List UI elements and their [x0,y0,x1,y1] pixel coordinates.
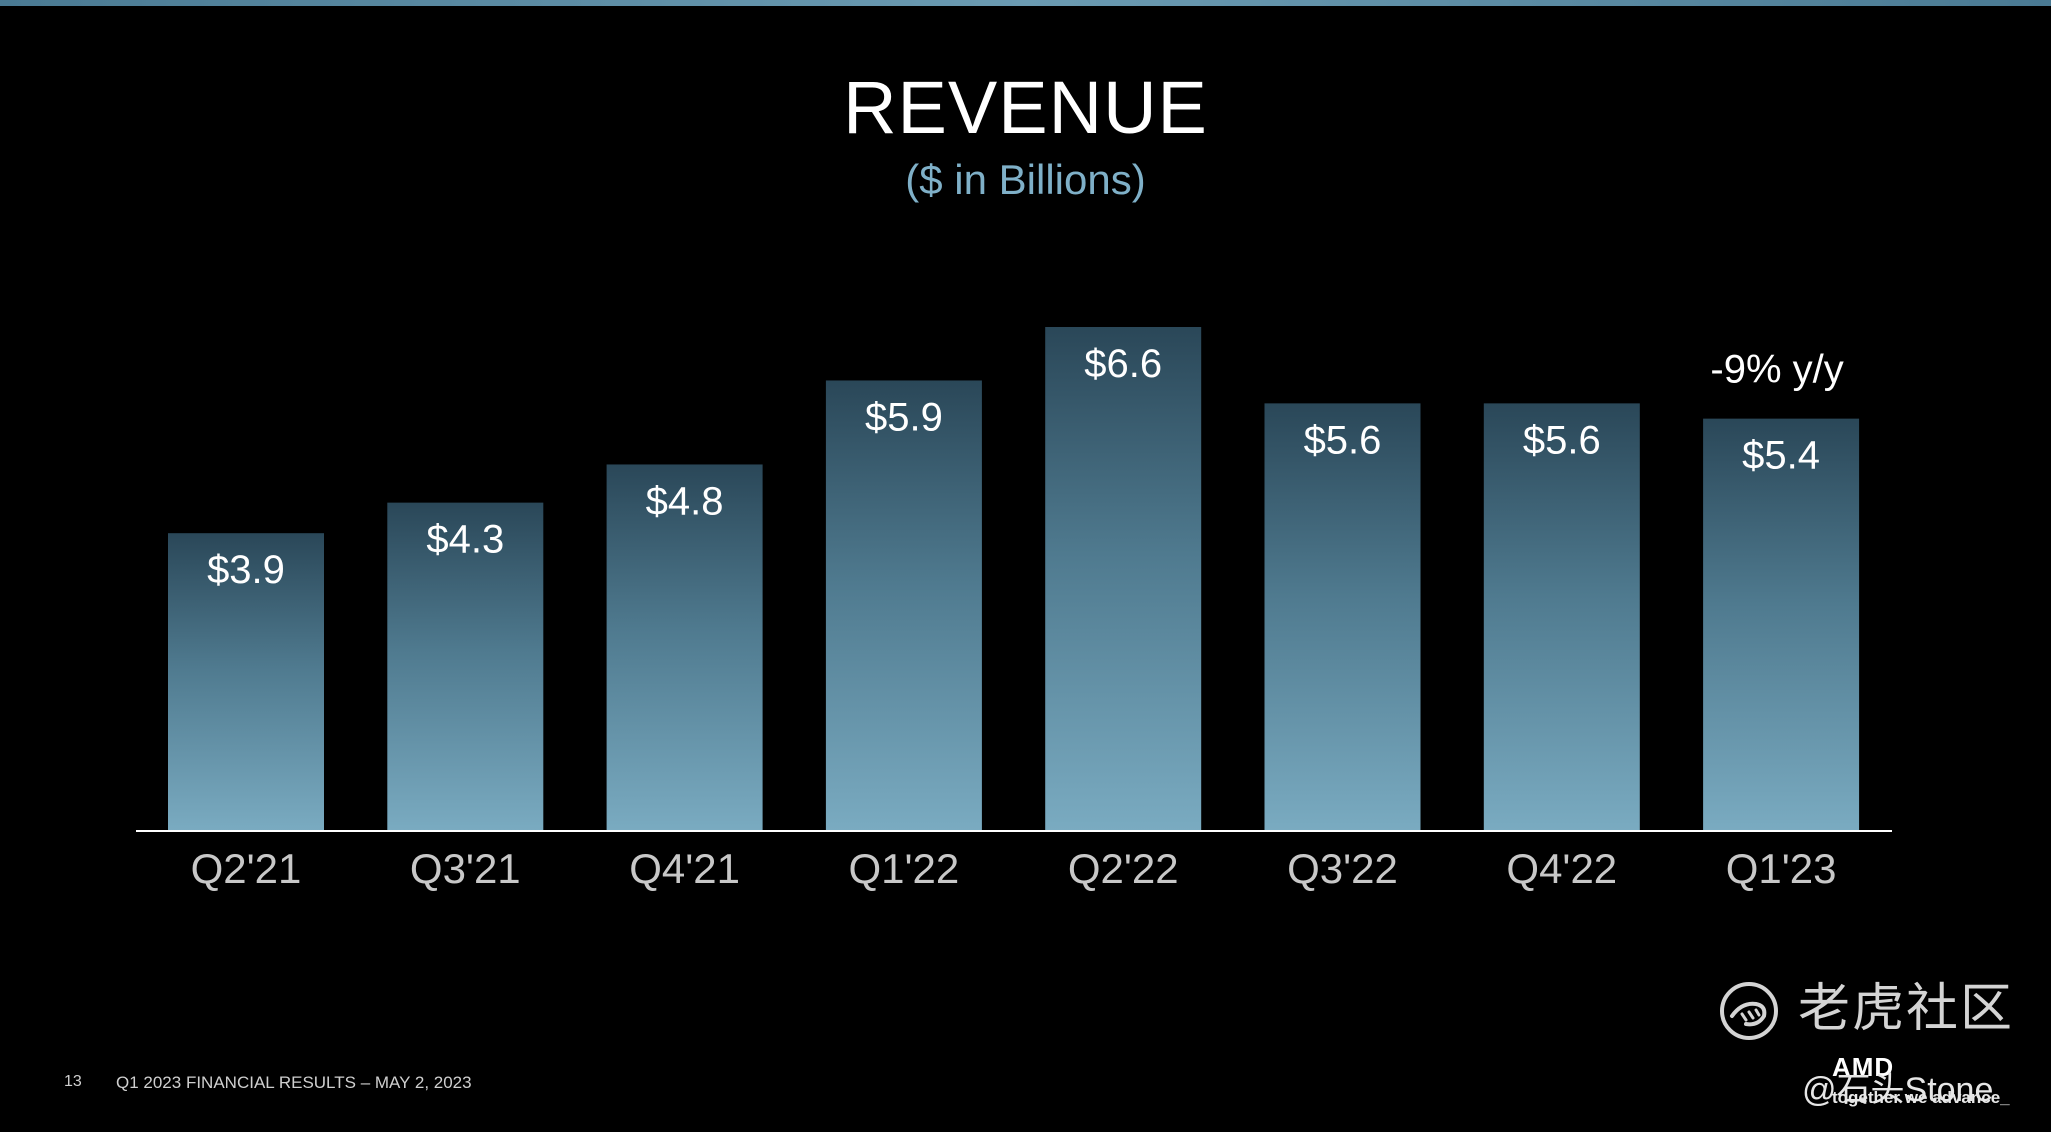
data-labels-layer: $3.9 $4.3 $4.8 $5.9 $6.6 $5.6 $5.6 $5.4 [207,342,1820,592]
x-tick-label-Q1'23: Q1'23 [1726,845,1837,892]
bar-Q3'21 [387,502,544,831]
data-label-Q4'21: $4.8 [646,479,724,523]
top-accent-bar [0,0,2051,6]
bar-Q2'21 [168,533,324,831]
x-tick-label-Q2'22: Q2'22 [1068,845,1179,892]
chart-subtitle: ($ in Billions) [905,156,1146,203]
yoy-annotation: -9% y/y [1710,348,1843,392]
data-label-Q2'22: $6.6 [1084,342,1162,386]
bar-Q3'22 [1264,403,1421,831]
tiger-community-icon [1720,982,1778,1040]
bar-Q2'22 [1045,327,1202,831]
x-tick-label-Q3'21: Q3'21 [410,845,521,892]
page-number: 13 [64,1073,82,1090]
x-tick-label-Q2'21: Q2'21 [191,845,302,892]
data-label-Q1'23: $5.4 [1742,434,1820,478]
x-tick-label-Q1'22: Q1'22 [849,845,960,892]
bar-Q1'22 [825,380,982,831]
x-tick-label-Q4'21: Q4'21 [629,845,740,892]
data-label-Q3'21: $4.3 [426,518,504,562]
amd-tagline: together we advance_ [1832,1088,2010,1107]
bar-Q4'21 [606,464,763,831]
data-label-Q4'22: $5.6 [1523,418,1601,462]
chart-title: REVENUE [843,66,1208,149]
data-label-Q3'22: $5.6 [1304,418,1382,462]
x-tick-label-Q4'22: Q4'22 [1506,845,1617,892]
x-tick-labels-layer: Q2'21 Q3'21 Q4'21 Q1'22 Q2'22 Q3'22 Q4'22 Q1'23 [191,845,1837,892]
data-label-Q2'21: $3.9 [207,548,285,592]
bars-layer [168,327,1860,831]
bar-Q4'22 [1483,403,1640,831]
watermark-site-name: 老虎社区 [1798,980,2015,1038]
data-label-Q1'22: $5.9 [865,395,943,439]
x-tick-label-Q3'22: Q3'22 [1287,845,1398,892]
amd-logo: AMD [1832,1052,1895,1082]
bar-Q1'23 [1703,418,1860,831]
footer-text: Q1 2023 FINANCIAL RESULTS – MAY 2, 2023 [116,1073,472,1092]
watermark-user: @石头Stone [1802,1071,1994,1109]
